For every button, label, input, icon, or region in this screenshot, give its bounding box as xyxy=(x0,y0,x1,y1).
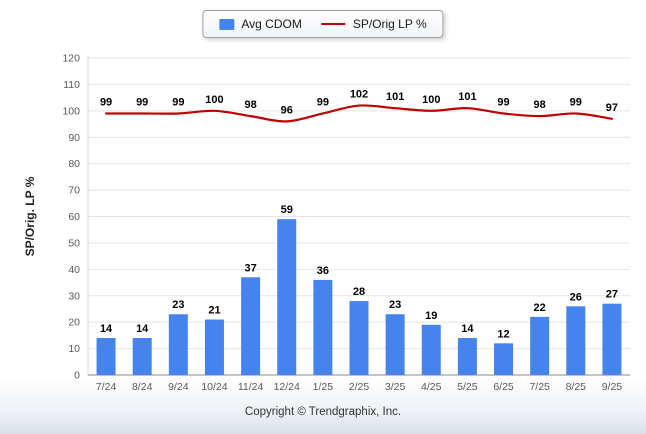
bar xyxy=(313,279,333,375)
bar-value-label: 19 xyxy=(425,310,437,322)
bar-value-label: 23 xyxy=(389,299,401,311)
bar xyxy=(204,319,224,375)
bar-value-label: 14 xyxy=(136,323,149,335)
bar xyxy=(530,316,550,375)
y-tick-label: 20 xyxy=(68,317,80,329)
y-tick-label: 10 xyxy=(68,343,80,355)
y-tick-label: 110 xyxy=(63,79,80,91)
y-tick-label: 0 xyxy=(74,370,80,382)
chart-legend: Avg CDOM SP/Orig LP % xyxy=(202,10,444,38)
line-value-label: 99 xyxy=(497,96,509,108)
bar xyxy=(168,314,188,375)
x-tick-label: 5/25 xyxy=(457,381,478,393)
line-value-label: 102 xyxy=(350,89,368,101)
legend-label-avg-cdom: Avg CDOM xyxy=(241,17,302,31)
y-tick-label: 120 xyxy=(62,53,80,65)
x-tick-label: 4/25 xyxy=(421,381,442,393)
y-tick-label: 30 xyxy=(68,290,80,302)
bar-value-label: 21 xyxy=(208,305,220,317)
legend-label-sp-orig-lp: SP/Orig LP % xyxy=(352,17,427,31)
line-value-label: 100 xyxy=(205,94,223,106)
x-tick-label: 7/25 xyxy=(529,381,550,393)
y-tick-label: 50 xyxy=(68,237,80,249)
line-value-label: 97 xyxy=(606,102,618,114)
x-tick-label: 2/25 xyxy=(349,381,370,393)
copyright-text: Copyright © Trendgraphix, Inc. xyxy=(244,406,402,418)
x-tick-label: 1/25 xyxy=(313,381,334,393)
bar-value-label: 59 xyxy=(281,204,293,216)
line-value-label: 101 xyxy=(458,91,476,103)
bar-value-label: 37 xyxy=(244,262,256,274)
bar-value-label: 27 xyxy=(606,289,618,301)
line-value-label: 99 xyxy=(172,96,184,108)
line-value-label: 99 xyxy=(570,96,582,108)
line-value-label: 99 xyxy=(317,96,329,108)
line-value-label: 99 xyxy=(136,96,148,108)
legend-item-avg-cdom: Avg CDOM xyxy=(219,17,302,31)
bar-value-label: 14 xyxy=(461,323,474,335)
bar-series-swatch xyxy=(219,18,235,30)
bar xyxy=(96,338,116,375)
line-value-label: 101 xyxy=(386,91,404,103)
line-series-path xyxy=(104,104,614,123)
bar-value-label: 26 xyxy=(570,291,582,303)
bar-value-label: 22 xyxy=(534,302,546,314)
line-value-label: 100 xyxy=(422,94,440,106)
y-tick-label: 40 xyxy=(68,264,80,276)
bar xyxy=(241,277,261,375)
x-tick-label: 7/24 xyxy=(96,381,117,393)
bar-value-label: 28 xyxy=(353,286,365,298)
y-axis-title: SP/Orig. LP % xyxy=(23,176,37,256)
legend-item-sp-orig-lp: SP/Orig LP % xyxy=(321,17,427,31)
x-tick-label: 6/25 xyxy=(493,381,514,393)
x-tick-label: 10/24 xyxy=(201,381,227,393)
y-tick-label: 70 xyxy=(68,185,80,197)
line-value-label: 96 xyxy=(281,104,293,116)
line-series-swatch xyxy=(321,22,346,26)
x-tick-label: 3/25 xyxy=(385,381,406,393)
bar xyxy=(349,301,369,375)
bar xyxy=(132,338,152,375)
x-tick-label: 12/24 xyxy=(274,381,300,393)
y-tick-label: 90 xyxy=(68,132,80,144)
x-tick-label: 8/24 xyxy=(132,381,153,393)
bar xyxy=(421,324,441,375)
bar xyxy=(385,314,405,375)
x-tick-label: 8/25 xyxy=(566,381,587,393)
bar-value-label: 36 xyxy=(317,265,329,277)
bar xyxy=(457,338,477,375)
x-tick-label: 9/24 xyxy=(168,381,189,393)
bar xyxy=(602,303,622,375)
y-tick-label: 100 xyxy=(62,105,80,117)
y-tick-label: 80 xyxy=(68,158,80,170)
bar xyxy=(277,219,297,375)
line-value-label: 98 xyxy=(244,99,256,111)
bar-value-label: 14 xyxy=(100,323,113,335)
line-value-label: 99 xyxy=(100,96,112,108)
line-value-label: 98 xyxy=(534,99,546,111)
bar-value-label: 23 xyxy=(172,299,184,311)
x-tick-label: 9/25 xyxy=(602,381,623,393)
x-tick-label: 11/24 xyxy=(238,381,264,393)
bar-value-label: 12 xyxy=(497,328,509,340)
bar xyxy=(494,343,514,375)
bar xyxy=(566,306,586,375)
y-tick-label: 60 xyxy=(68,211,80,223)
